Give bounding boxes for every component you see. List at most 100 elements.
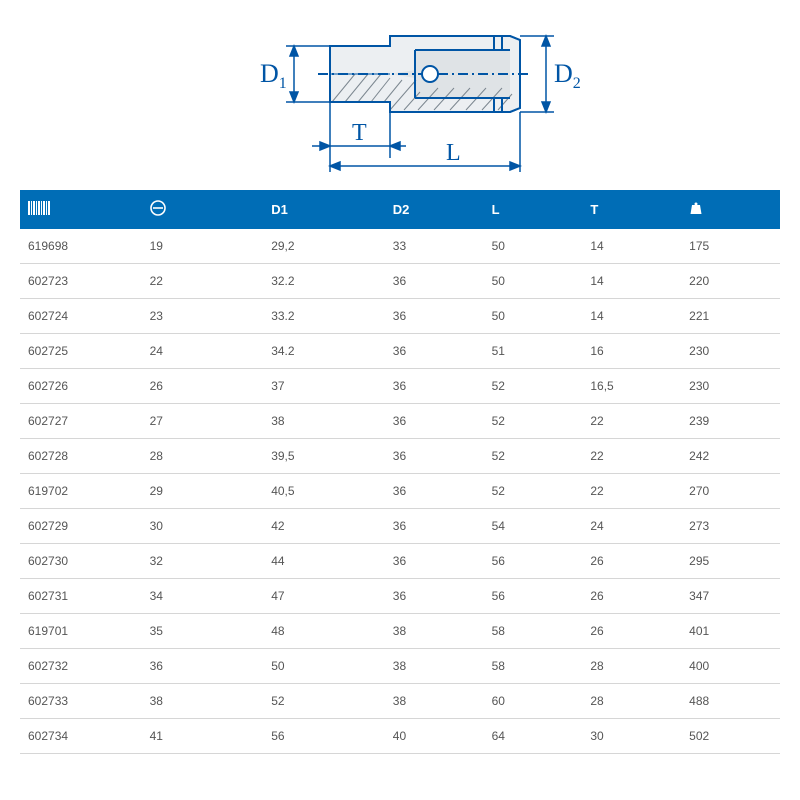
table-cell: 24 — [142, 334, 264, 369]
table-cell: 239 — [681, 404, 780, 439]
table-cell: 14 — [582, 299, 681, 334]
table-cell: 488 — [681, 684, 780, 719]
table-cell: 26 — [142, 369, 264, 404]
table-row: 6197013548385826401 — [20, 614, 780, 649]
table-cell: 32.2 — [263, 264, 385, 299]
table-cell: 270 — [681, 474, 780, 509]
table-cell: 32 — [142, 544, 264, 579]
table-cell: 619701 — [20, 614, 142, 649]
table-cell: 602724 — [20, 299, 142, 334]
table-row: 6196981929,2335014175 — [20, 229, 780, 264]
table-cell: 37 — [263, 369, 385, 404]
table-cell: 33.2 — [263, 299, 385, 334]
table-cell: 602731 — [20, 579, 142, 614]
table-cell: 52 — [484, 439, 583, 474]
dim-d1-letter: D — [260, 59, 279, 88]
table-cell: 602727 — [20, 404, 142, 439]
table-cell: 602732 — [20, 649, 142, 684]
table-cell: 38 — [142, 684, 264, 719]
table-cell: 602726 — [20, 369, 142, 404]
table-cell: 36 — [385, 404, 484, 439]
table-cell: 36 — [385, 474, 484, 509]
table-row: 6027252434.2365116230 — [20, 334, 780, 369]
table-cell: 50 — [263, 649, 385, 684]
table-row: 6027262637365216,5230 — [20, 369, 780, 404]
table-cell: 619702 — [20, 474, 142, 509]
table-cell: 230 — [681, 369, 780, 404]
table-cell: 14 — [582, 264, 681, 299]
table-cell: 64 — [484, 719, 583, 754]
table-row: 6027232232.2365014220 — [20, 264, 780, 299]
table-cell: 52 — [484, 404, 583, 439]
table-cell: 273 — [681, 509, 780, 544]
col-size-header — [142, 190, 264, 229]
table-cell: 16 — [582, 334, 681, 369]
table-cell: 36 — [385, 334, 484, 369]
dim-d2-letter: D — [554, 59, 573, 88]
weight-icon — [689, 201, 703, 215]
table-cell: 347 — [681, 579, 780, 614]
table-row: 6197022940,5365222270 — [20, 474, 780, 509]
table-cell: 34 — [142, 579, 264, 614]
table-cell: 52 — [484, 369, 583, 404]
table-cell: 51 — [484, 334, 583, 369]
table-cell: 30 — [582, 719, 681, 754]
table-row: 6027344156406430502 — [20, 719, 780, 754]
table-cell: 41 — [142, 719, 264, 754]
col-t-header: T — [582, 190, 681, 229]
table-cell: 56 — [263, 719, 385, 754]
table-cell: 36 — [385, 579, 484, 614]
table-cell: 27 — [142, 404, 264, 439]
table-cell: 602733 — [20, 684, 142, 719]
table-cell: 52 — [484, 474, 583, 509]
hex-size-icon — [150, 200, 166, 216]
table-cell: 40,5 — [263, 474, 385, 509]
table-cell: 14 — [582, 229, 681, 264]
table-cell: 22 — [142, 264, 264, 299]
table-cell: 40 — [385, 719, 484, 754]
table-row: 6027272738365222239 — [20, 404, 780, 439]
table-cell: 400 — [681, 649, 780, 684]
table-cell: 38 — [385, 684, 484, 719]
table-cell: 50 — [484, 264, 583, 299]
table-cell: 29,2 — [263, 229, 385, 264]
table-cell: 28 — [142, 439, 264, 474]
table-cell: 502 — [681, 719, 780, 754]
table-cell: 602725 — [20, 334, 142, 369]
table-cell: 50 — [484, 299, 583, 334]
table-cell: 619698 — [20, 229, 142, 264]
table-cell: 44 — [263, 544, 385, 579]
barcode-icon — [28, 201, 50, 215]
table-cell: 602729 — [20, 509, 142, 544]
table-cell: 38 — [263, 404, 385, 439]
table-cell: 35 — [142, 614, 264, 649]
table-cell: 36 — [385, 544, 484, 579]
table-cell: 221 — [681, 299, 780, 334]
table-cell: 401 — [681, 614, 780, 649]
table-cell: 42 — [263, 509, 385, 544]
table-cell: 22 — [582, 474, 681, 509]
table-cell: 38 — [385, 649, 484, 684]
table-cell: 29 — [142, 474, 264, 509]
table-cell: 23 — [142, 299, 264, 334]
table-row: 6027333852386028488 — [20, 684, 780, 719]
table-cell: 230 — [681, 334, 780, 369]
table-row: 6027293042365424273 — [20, 509, 780, 544]
table-cell: 58 — [484, 649, 583, 684]
table-cell: 54 — [484, 509, 583, 544]
spec-table: D1 D2 L T 6196981929,2335014175602723223… — [20, 190, 780, 754]
table-cell: 50 — [484, 229, 583, 264]
table-row: 6027303244365626295 — [20, 544, 780, 579]
technical-diagram: D1 D2 T L — [0, 0, 800, 190]
dim-d2-sub: 2 — [573, 75, 580, 92]
table-cell: 36 — [385, 299, 484, 334]
table-cell: 28 — [582, 684, 681, 719]
col-code-header — [20, 190, 142, 229]
table-cell: 38 — [385, 614, 484, 649]
table-cell: 22 — [582, 404, 681, 439]
table-cell: 56 — [484, 544, 583, 579]
table-cell: 47 — [263, 579, 385, 614]
table-row: 6027282839,5365222242 — [20, 439, 780, 474]
col-l-header: L — [484, 190, 583, 229]
table-cell: 56 — [484, 579, 583, 614]
